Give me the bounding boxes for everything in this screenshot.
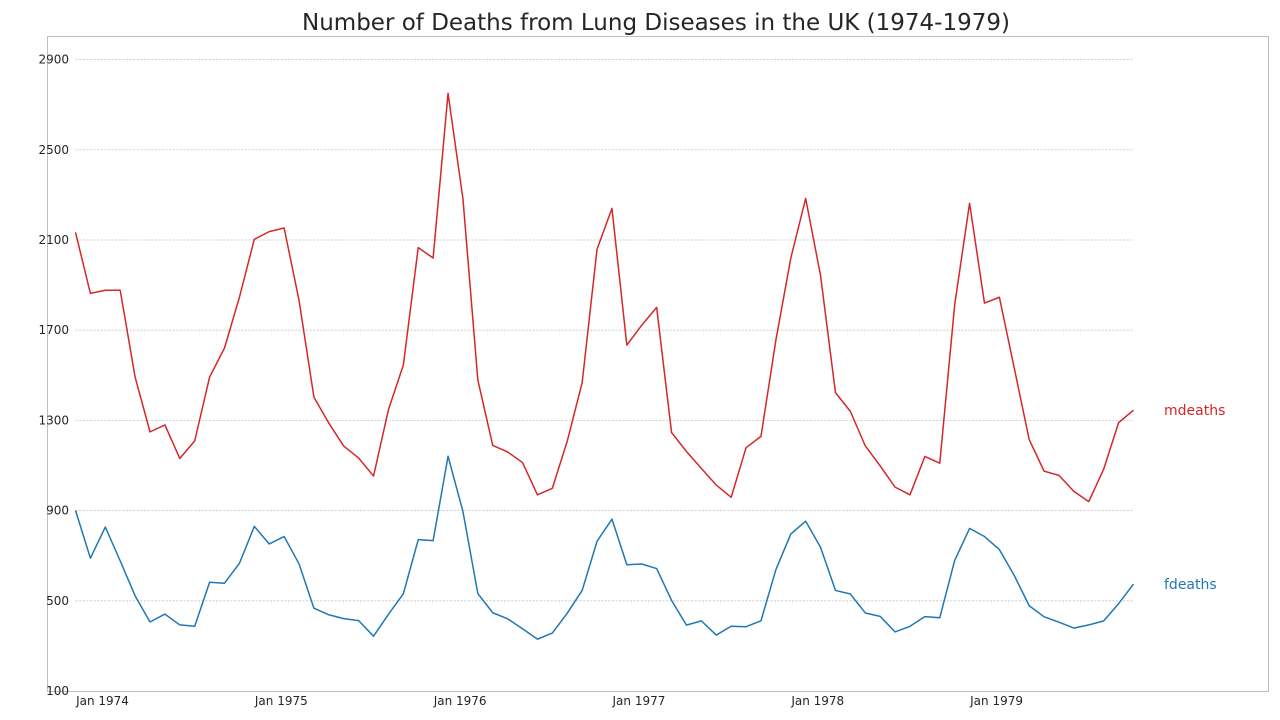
plot-frame <box>47 36 1269 692</box>
y-tick-label-2900: 2900 <box>38 53 69 67</box>
series-label-mdeaths: mdeaths <box>1164 403 1225 419</box>
chart-title: Number of Deaths from Lung Diseases in t… <box>302 10 1010 36</box>
y-tick-label-500: 500 <box>46 594 69 608</box>
series-line-mdeaths <box>74 92 1134 503</box>
series-lines <box>74 92 1135 640</box>
y-tick-label-2100: 2100 <box>38 233 69 247</box>
x-axis-ticks: Jan 1974 Jan 1975 Jan 1976 Jan 1977 Jan 1978… <box>75 694 1023 708</box>
x-tick-label-5: Jan 1979 <box>969 694 1023 708</box>
x-tick-label-4: Jan 1978 <box>790 694 844 708</box>
y-tick-label-1700: 1700 <box>38 323 69 337</box>
y-tick-label-2500: 2500 <box>38 143 69 157</box>
x-tick-label-2: Jan 1976 <box>433 694 487 708</box>
series-labels: mdeaths fdeaths <box>1164 403 1225 593</box>
x-tick-label-0: Jan 1974 <box>75 694 129 708</box>
x-tick-label-1: Jan 1975 <box>254 694 308 708</box>
series-line-fdeaths <box>74 455 1135 640</box>
y-tick-label-1300: 1300 <box>38 413 69 427</box>
y-tick-label-100: 100 <box>46 684 69 698</box>
series-label-fdeaths: fdeaths <box>1164 577 1217 593</box>
y-tick-label-900: 900 <box>46 504 69 518</box>
x-tick-label-3: Jan 1977 <box>612 694 666 708</box>
y-axis-ticks: 100 500 900 1300 1700 2100 2500 2900 <box>38 53 69 698</box>
